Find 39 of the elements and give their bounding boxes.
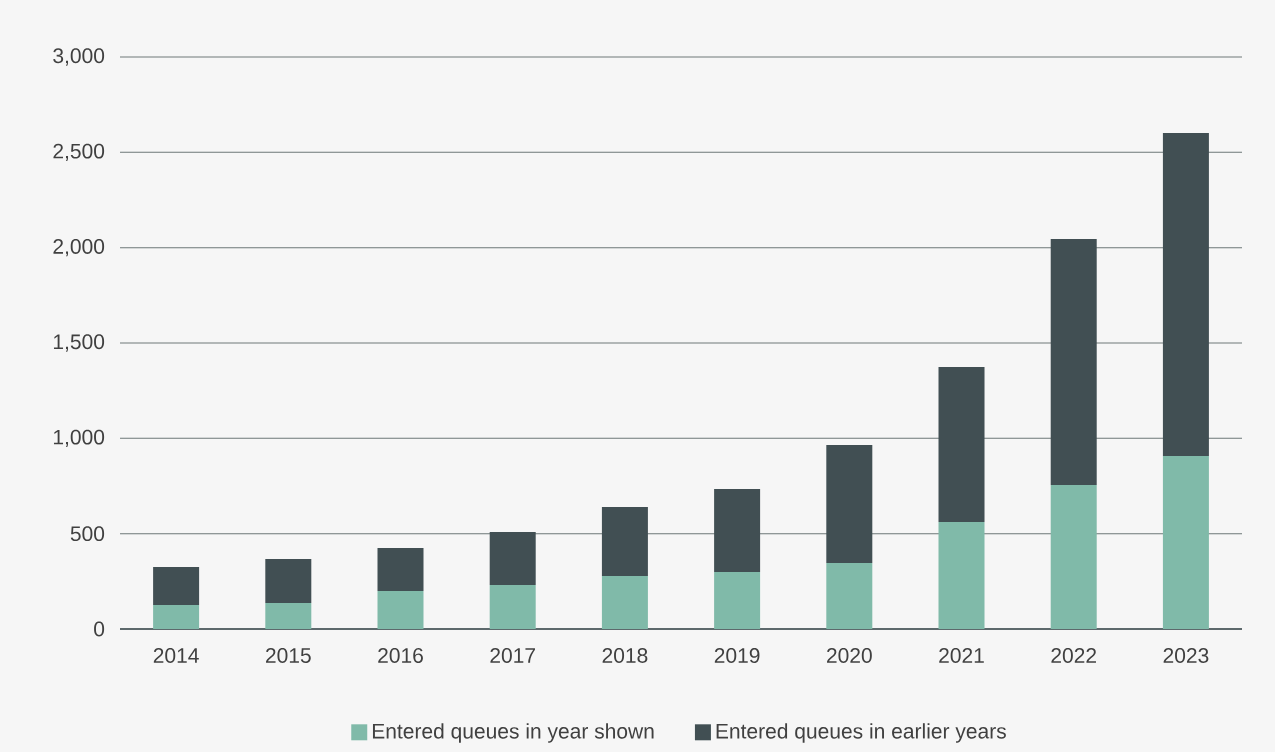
bar bbox=[265, 603, 312, 629]
x-tick-label: 2020 bbox=[827, 648, 872, 663]
x-tick-label: 2021 bbox=[939, 648, 984, 663]
x-tick-label: 2017 bbox=[490, 648, 535, 663]
bar bbox=[714, 572, 761, 629]
y-tick-label: 1,000 bbox=[53, 429, 105, 448]
legend-label: Entered queues in earlier years bbox=[716, 723, 1006, 743]
bar bbox=[377, 591, 424, 629]
bar bbox=[1162, 132, 1209, 457]
x-tick-label: 2015 bbox=[266, 648, 311, 663]
bar bbox=[1050, 238, 1097, 486]
bar bbox=[153, 604, 200, 629]
x-tick-label: 2016 bbox=[378, 648, 423, 663]
bar bbox=[826, 445, 873, 564]
x-tick-label: 2022 bbox=[1051, 648, 1096, 663]
y-tick-label: 0 bbox=[94, 621, 105, 637]
y-tick-label: 2,000 bbox=[53, 239, 105, 257]
legend-label: Entered queues in year shown bbox=[372, 723, 654, 743]
x-tick-label: 2023 bbox=[1163, 648, 1209, 663]
y-tick-label: 1,500 bbox=[53, 334, 105, 352]
bar bbox=[489, 531, 536, 585]
bar bbox=[153, 567, 200, 605]
bar bbox=[489, 584, 536, 629]
bar bbox=[826, 563, 873, 629]
bar bbox=[601, 576, 648, 629]
y-tick-label: 2,500 bbox=[53, 143, 105, 162]
x-tick-label: 2019 bbox=[714, 648, 760, 663]
y-tick-label: 3,000 bbox=[53, 48, 105, 66]
x-tick-label: 2014 bbox=[153, 648, 199, 663]
bar bbox=[377, 547, 424, 592]
x-tick-label: 2018 bbox=[602, 648, 648, 663]
bar bbox=[265, 559, 312, 604]
y-tick-label: 500 bbox=[70, 526, 105, 542]
bar bbox=[1050, 485, 1097, 629]
bar bbox=[938, 522, 985, 629]
bar bbox=[1162, 456, 1209, 629]
bar bbox=[714, 489, 761, 572]
bar bbox=[938, 367, 985, 523]
bar bbox=[601, 506, 648, 576]
